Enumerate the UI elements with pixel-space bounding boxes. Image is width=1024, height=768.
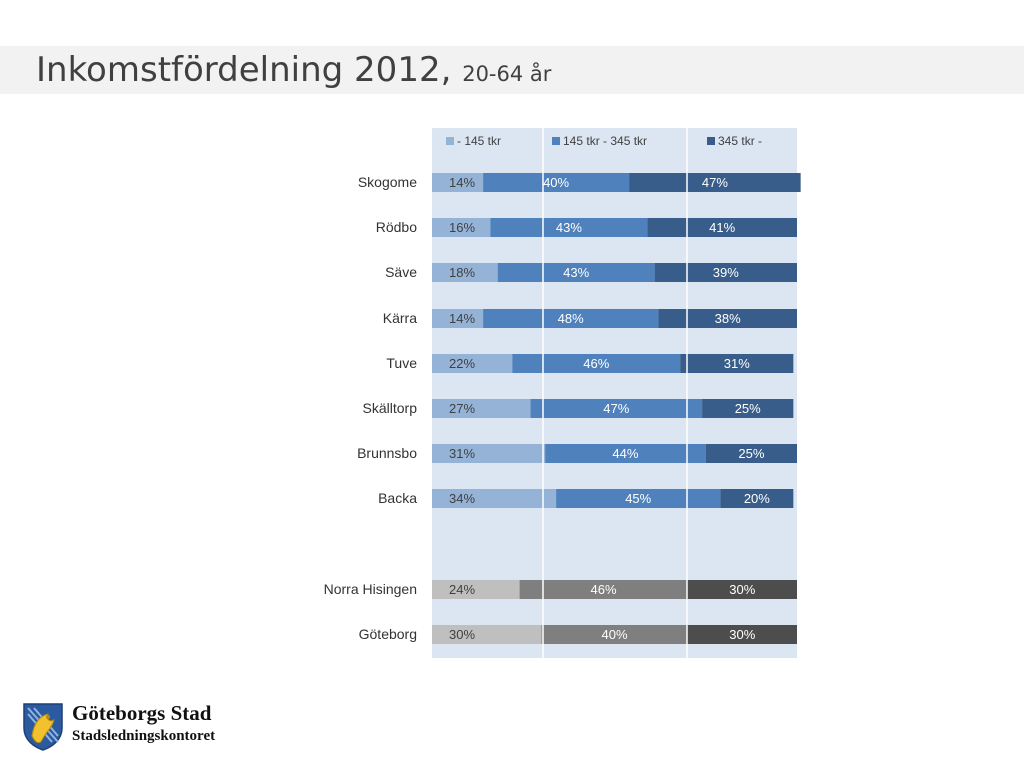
bar-segment bbox=[432, 399, 531, 418]
bar-segment bbox=[519, 580, 688, 599]
bar-segment bbox=[530, 399, 703, 418]
data-label: 38% bbox=[715, 311, 741, 326]
page-title-main: Inkomstfördelning 2012, bbox=[36, 50, 452, 90]
bar-segment bbox=[654, 263, 797, 282]
data-label: 30% bbox=[449, 627, 475, 642]
data-label: 18% bbox=[449, 265, 475, 280]
income-distribution-chart: - 145 tkr 145 tkr - 345 tkr 345 tkr - Skogo… bbox=[324, 128, 801, 658]
data-label: 43% bbox=[556, 220, 582, 235]
data-label: 44% bbox=[612, 446, 638, 461]
data-label: 47% bbox=[702, 175, 728, 190]
bar-segment bbox=[647, 218, 797, 237]
data-label: 30% bbox=[729, 627, 755, 642]
bar-segment bbox=[687, 625, 797, 644]
bar-segment bbox=[432, 489, 557, 508]
data-label: 43% bbox=[563, 265, 589, 280]
page-title-sub: 20-64 år bbox=[462, 62, 552, 86]
data-label: 47% bbox=[603, 401, 629, 416]
plot-area bbox=[432, 128, 797, 658]
data-label: 41% bbox=[709, 220, 735, 235]
bar-segment bbox=[432, 354, 513, 373]
data-label: 31% bbox=[449, 446, 475, 461]
data-label: 14% bbox=[449, 175, 475, 190]
data-label: 24% bbox=[449, 582, 475, 597]
legend-label: 345 tkr - bbox=[718, 134, 762, 148]
city-crest-icon bbox=[23, 703, 63, 751]
data-label: 48% bbox=[558, 311, 584, 326]
category-label: Rödbo bbox=[376, 219, 417, 235]
legend-label: 145 tkr - 345 tkr bbox=[563, 134, 647, 148]
data-label: 39% bbox=[713, 265, 739, 280]
category-label: Skälltorp bbox=[363, 400, 418, 416]
data-label: 34% bbox=[449, 491, 475, 506]
bar-segment bbox=[629, 173, 801, 192]
bar-segment bbox=[512, 354, 681, 373]
bar-segment bbox=[432, 218, 491, 237]
bar-segment bbox=[720, 489, 794, 508]
data-label: 25% bbox=[738, 446, 764, 461]
data-label: 46% bbox=[591, 582, 617, 597]
data-label: 40% bbox=[601, 627, 627, 642]
legend-swatch bbox=[707, 137, 715, 145]
data-label: 22% bbox=[449, 356, 475, 371]
title-band bbox=[0, 46, 1024, 94]
bar-segment bbox=[432, 173, 484, 192]
category-label: Göteborg bbox=[359, 626, 417, 642]
bar-segment bbox=[680, 354, 794, 373]
bar-segment bbox=[432, 580, 520, 599]
bar-segment bbox=[483, 309, 659, 328]
bar-segment bbox=[432, 444, 546, 463]
data-label: 31% bbox=[724, 356, 750, 371]
bar-segment bbox=[556, 489, 721, 508]
data-label: 14% bbox=[449, 311, 475, 326]
category-label: Säve bbox=[385, 264, 417, 280]
page-title: Inkomstfördelning 2012, 20-64 år bbox=[36, 50, 551, 94]
category-label: Norra Hisingen bbox=[324, 581, 417, 597]
bar-segment bbox=[702, 399, 794, 418]
legend-swatch bbox=[446, 137, 454, 145]
data-label: 20% bbox=[744, 491, 770, 506]
data-label: 45% bbox=[625, 491, 651, 506]
bar-segment bbox=[687, 580, 797, 599]
bar-segment bbox=[483, 173, 630, 192]
legend-swatch bbox=[552, 137, 560, 145]
category-label: Backa bbox=[378, 490, 417, 506]
category-label: Brunnsbo bbox=[357, 445, 417, 461]
bar-segment bbox=[432, 263, 498, 282]
bar-segment bbox=[432, 309, 484, 328]
category-label: Kärra bbox=[383, 310, 417, 326]
bar-segment bbox=[705, 444, 797, 463]
data-label: 46% bbox=[583, 356, 609, 371]
bar-segment bbox=[545, 444, 706, 463]
category-label: Skogome bbox=[358, 174, 417, 190]
logo-unit: Stadsledningskontoret bbox=[72, 728, 216, 744]
data-label: 30% bbox=[729, 582, 755, 597]
goteborgs-stad-logo: Göteborgs Stad Stadsledningskontoret bbox=[20, 700, 240, 756]
bar-segment bbox=[497, 263, 655, 282]
data-label: 27% bbox=[449, 401, 475, 416]
bar-segment bbox=[490, 218, 648, 237]
logo-name: Göteborgs Stad bbox=[72, 701, 212, 725]
bar-segment bbox=[658, 309, 797, 328]
bar-segment bbox=[541, 625, 688, 644]
legend-label: - 145 tkr bbox=[457, 134, 501, 148]
category-label: Tuve bbox=[386, 355, 417, 371]
data-label: 25% bbox=[735, 401, 761, 416]
data-label: 40% bbox=[543, 175, 569, 190]
bar-segment bbox=[432, 625, 542, 644]
data-label: 16% bbox=[449, 220, 475, 235]
